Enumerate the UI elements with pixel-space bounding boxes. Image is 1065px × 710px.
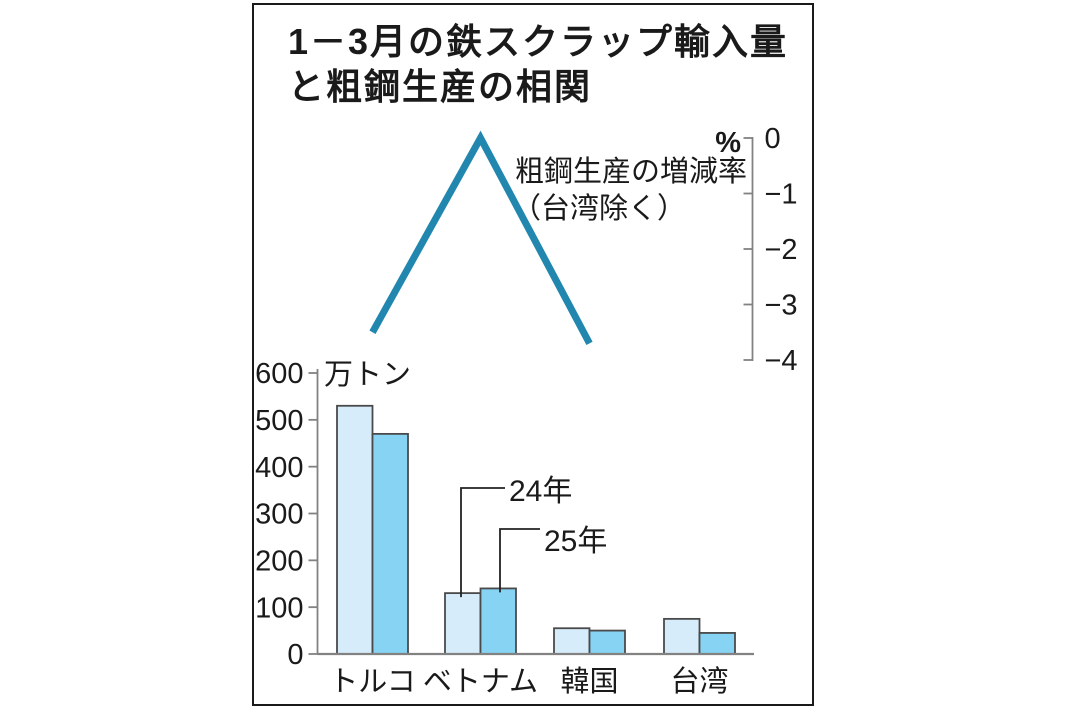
bar-axis-tick-label: 200 bbox=[255, 545, 303, 577]
bar-vietnam-25年 bbox=[479, 587, 517, 655]
line-annotation-subtitle: （台湾除く） bbox=[512, 192, 686, 225]
bar-axis-unit-label: 万トン bbox=[324, 359, 411, 391]
bar-axis-tick-label: 300 bbox=[255, 499, 303, 531]
line-axis-tick-label: −2 bbox=[765, 234, 798, 266]
series-leader-line-25年 bbox=[499, 528, 540, 593]
bar-axis-tick-label: 100 bbox=[255, 592, 303, 624]
production-change-line bbox=[369, 130, 593, 345]
bar-axis-tick-label: 400 bbox=[255, 452, 303, 484]
bar-vietnam-24年 bbox=[444, 592, 482, 655]
bar-axis-tick-label: 600 bbox=[255, 358, 303, 390]
line-axis-tick-label: 0 bbox=[765, 123, 781, 155]
bar-axis-tick-label: 500 bbox=[255, 405, 303, 437]
bar-korea-25年 bbox=[588, 629, 626, 655]
bar-turkey-24年 bbox=[336, 404, 374, 655]
category-label-korea: 韓国 bbox=[560, 665, 618, 698]
line-axis-tick-label: −3 bbox=[765, 290, 798, 322]
line-axis-tick-label: −1 bbox=[765, 179, 798, 211]
series-leader-line-24年 bbox=[460, 487, 505, 598]
line-annotation-title: 粗鋼生産の増減率 bbox=[515, 155, 747, 188]
category-label-taiwan: 台湾 bbox=[670, 665, 728, 698]
series-label-25年: 25年 bbox=[544, 525, 607, 558]
bar-korea-24年 bbox=[553, 627, 591, 655]
chart-title: 1－3月の鉄スクラップ輸入量 と粗鋼生産の相関 bbox=[288, 19, 788, 109]
line-axis-unit-label: % bbox=[715, 127, 741, 159]
bar-taiwan-25年 bbox=[698, 632, 736, 655]
bar-axis-tick-label: 0 bbox=[287, 639, 303, 671]
category-label-turkey: トルコ bbox=[329, 666, 415, 698]
line-axis-tick-label: −4 bbox=[765, 345, 798, 377]
bar-taiwan-24年 bbox=[663, 617, 701, 655]
chart-title-line1: 1－3月の鉄スクラップ輸入量 bbox=[288, 21, 789, 62]
bar-turkey-25年 bbox=[371, 432, 409, 655]
chart-title-line2: と粗鋼生産の相関 bbox=[288, 66, 593, 107]
category-label-vietnam: ベトナム bbox=[423, 666, 538, 698]
series-label-24年: 24年 bbox=[509, 475, 572, 508]
